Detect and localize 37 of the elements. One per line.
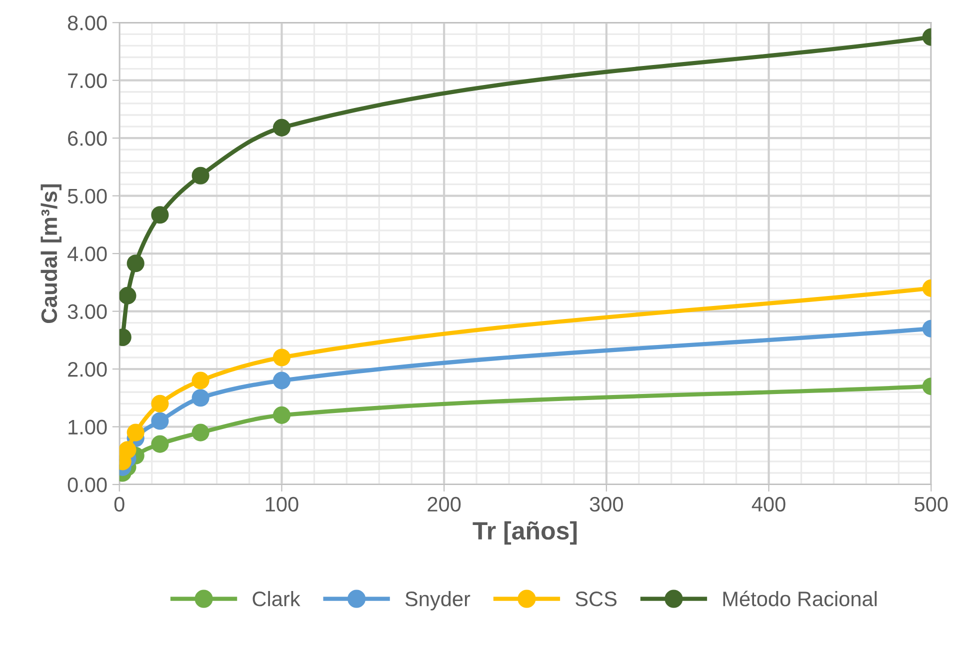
point: [126, 424, 144, 442]
point: [151, 412, 169, 430]
legend-label: Clark: [252, 591, 300, 606]
point: [272, 406, 291, 424]
y-tick-label: 7.00: [68, 73, 107, 88]
y-tick-label: 5.00: [68, 188, 107, 204]
point: [272, 118, 291, 136]
y-tick-label: 2.00: [68, 362, 107, 377]
x-tick-label: 100: [266, 496, 298, 512]
y-axis-title: Caudal [m³/s]: [40, 184, 62, 324]
point: [126, 254, 144, 272]
legend-label: Snyder: [405, 591, 470, 610]
legend-label: Método Racional: [723, 590, 877, 606]
y-tick-label: 1.00: [68, 420, 107, 435]
point: [192, 166, 210, 184]
x-tick-label: 400: [752, 496, 786, 512]
x-tick-label: 0: [114, 496, 124, 512]
y-tick-label: 8.00: [68, 16, 107, 30]
x-tick-label: 300: [590, 496, 623, 512]
y-tick-label: 3.00: [68, 304, 107, 320]
point: [119, 286, 136, 304]
y-tick-label: 6.00: [68, 131, 107, 146]
y-tick-label: 0.00: [68, 478, 107, 492]
x-tick-label: 200: [428, 496, 461, 512]
point: [192, 372, 210, 390]
point: [151, 394, 169, 412]
point: [272, 372, 291, 390]
point: [272, 348, 291, 366]
point: [192, 389, 210, 407]
point: [119, 441, 136, 459]
x-tick-label: 500: [914, 496, 948, 512]
point: [151, 206, 169, 224]
point: [192, 424, 210, 442]
point: [151, 435, 169, 453]
y-tick-label: 4.00: [68, 246, 107, 262]
x-axis-title: Tr [años]: [472, 521, 577, 545]
legend-label: SCS: [576, 592, 617, 606]
